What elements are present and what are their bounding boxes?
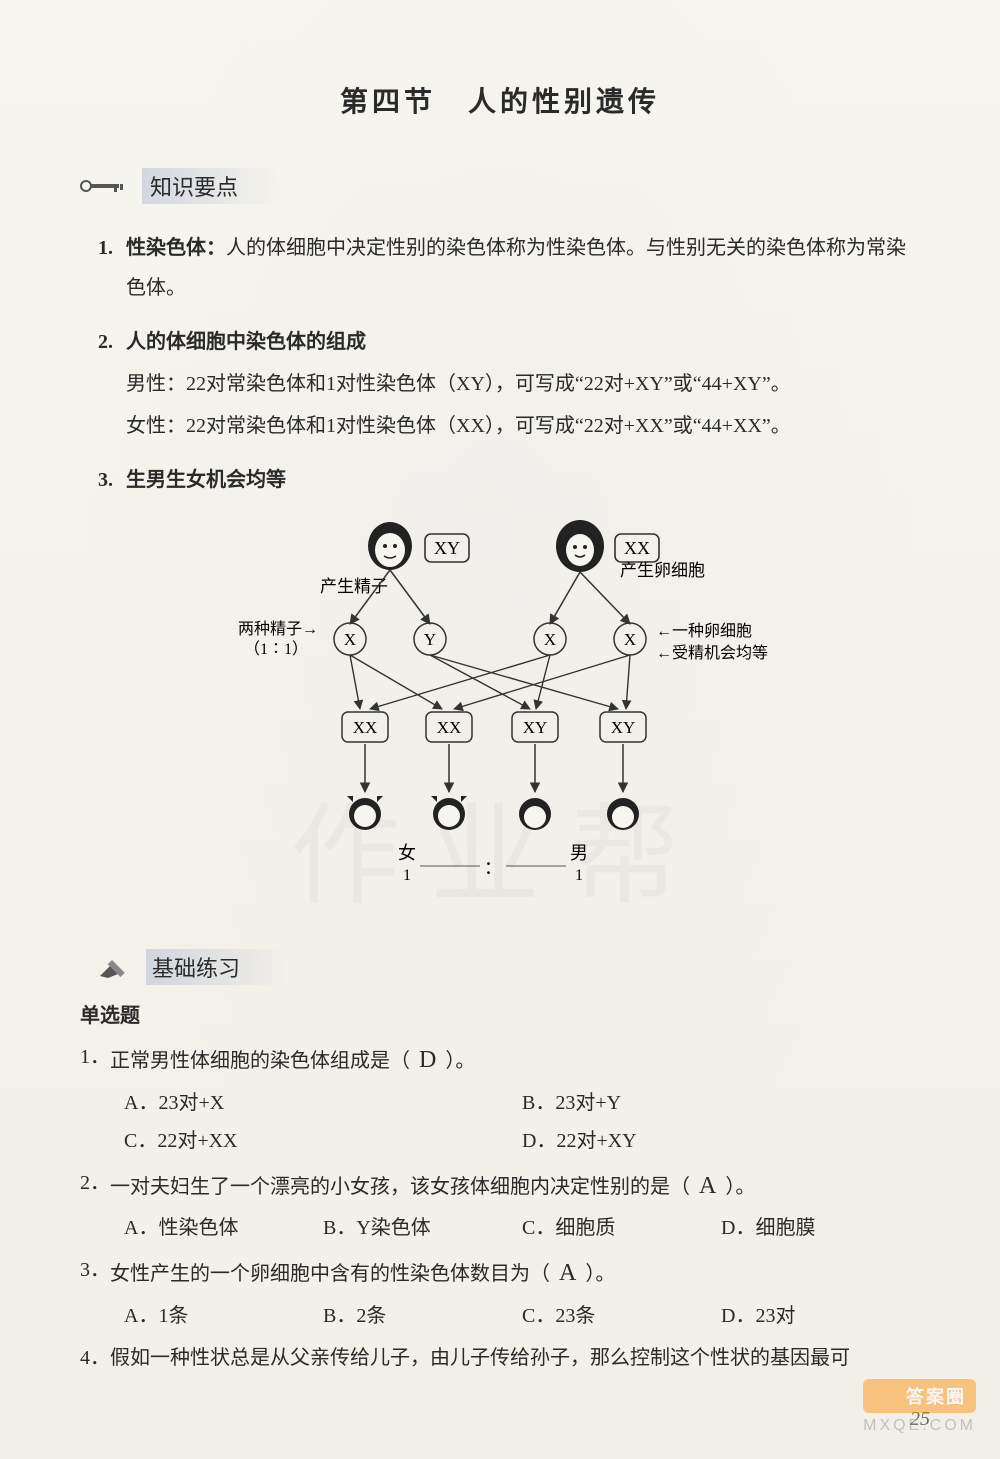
gamete-2: X — [544, 630, 556, 649]
girl-label: 女 — [398, 843, 416, 863]
point-heading: 人的体细胞中染色体的组成 — [126, 322, 920, 362]
ratio-colon: ： — [484, 858, 502, 878]
q-option: D．22对+XY — [522, 1122, 920, 1160]
q-option: B．2条 — [323, 1297, 522, 1335]
gamete-1: Y — [424, 630, 436, 649]
q-num: 2． — [80, 1164, 110, 1210]
point-heading: 生男生女机会均等 — [126, 460, 920, 500]
gamete-3: X — [624, 630, 636, 649]
q-num: 3． — [80, 1251, 110, 1297]
q-num: 1． — [80, 1038, 110, 1084]
exercise-label: 基础练习 — [146, 949, 290, 985]
gamete-0: X — [344, 630, 356, 649]
page-title: 第四节 人的性别遗传 — [80, 80, 920, 120]
q-option: D．23对 — [721, 1297, 920, 1335]
knowledge-header: 知识要点 — [80, 168, 920, 204]
q-stem-post: ）。 — [725, 1176, 755, 1198]
zygote-1: XX — [437, 718, 462, 737]
boy-label: 男 — [570, 843, 588, 863]
q-option: B．23对+Y — [522, 1084, 920, 1122]
boy-ratio: 1 — [575, 867, 583, 884]
q-stem-post: ）。 — [585, 1263, 615, 1285]
watermark-logo: 答案圈 MXQE.COM — [863, 1379, 976, 1435]
watermark-brand: 答案圈 — [863, 1379, 976, 1413]
two-sperm-note: 两种精子→ — [238, 620, 318, 638]
q-stem-post: ）。 — [445, 1050, 475, 1072]
point-body-text: 人的体细胞中决定性别的染色体称为性染色体。与性别无关的染色体称为常染色体。 — [126, 237, 906, 299]
egg-produce-label: 产生卵细胞 — [620, 561, 705, 580]
knowledge-label: 知识要点 — [142, 168, 278, 204]
fert-equal-note: ←受精机会均等 — [656, 644, 768, 662]
q-num: 4． — [80, 1339, 110, 1377]
q-option: A．1条 — [124, 1297, 323, 1335]
q-option: A．23对+X — [124, 1084, 522, 1122]
watermark-url: MXQE.COM — [863, 1417, 976, 1435]
point-heading: 性染色体： — [126, 237, 226, 259]
question-1: 1． 正常男性体细胞的染色体组成是（ D ）。 A．23对+X B．23对+Y … — [80, 1038, 920, 1160]
father-xy: XY — [434, 538, 460, 558]
pen-icon — [98, 954, 138, 980]
q-option: C．细胞质 — [522, 1209, 721, 1247]
point-num: 3. — [98, 460, 126, 500]
mother-xx: XX — [624, 538, 650, 558]
two-sperm-ratio: （1∶1） — [244, 640, 308, 658]
point-num: 1. — [98, 228, 126, 308]
point-line: 男性：22对常染色体和1对性染色体（XY），可写成“22对+XY”或“44+XY… — [126, 364, 920, 404]
key-icon — [80, 177, 132, 195]
question-2: 2． 一对夫妇生了一个漂亮的小女孩，该女孩体细胞内决定性别的是（ A ）。 A．… — [80, 1164, 920, 1248]
page-content: 第四节 人的性别遗传 知识要点 1. 性染色体：人的体细胞中决定性别的染色体称为… — [0, 0, 1000, 1377]
zygote-3: XY — [611, 718, 636, 737]
knowledge-points: 1. 性染色体：人的体细胞中决定性别的染色体称为性染色体。与性别无关的染色体称为… — [98, 228, 920, 500]
q-answer: D — [415, 1047, 440, 1073]
q-stem-pre: 假如一种性状总是从父亲传给儿子，由儿子传给孙子，那么控制这个性状的基因最可 — [110, 1347, 850, 1369]
point-line: 女性：22对常染色体和1对性染色体（XX），可写成“22对+XX”或“44+XX… — [126, 406, 920, 446]
girl-ratio: 1 — [403, 867, 411, 884]
question-4: 4． 假如一种性状总是从父亲传给儿子，由儿子传给孙子，那么控制这个性状的基因最可 — [80, 1339, 920, 1377]
inheritance-diagram: XY XX 产生精子 产生卵细胞 X Y — [220, 514, 780, 919]
q-stem-pre: 一对夫妇生了一个漂亮的小女孩，该女孩体细胞内决定性别的是（ — [110, 1176, 690, 1198]
exercise-subheading: 单选题 — [80, 999, 920, 1028]
zygote-0: XX — [353, 718, 378, 737]
q-option: D．细胞膜 — [721, 1209, 920, 1247]
point-3: 3. 生男生女机会均等 — [98, 460, 920, 500]
q-stem-pre: 女性产生的一个卵细胞中含有的性染色体数目为（ — [110, 1263, 550, 1285]
zygote-2: XY — [523, 718, 548, 737]
q-option: A．性染色体 — [124, 1209, 323, 1247]
point-num: 2. — [98, 322, 126, 446]
q-answer: A — [695, 1173, 720, 1199]
point-2: 2. 人的体细胞中染色体的组成 男性：22对常染色体和1对性染色体（XY），可写… — [98, 322, 920, 446]
q-option: C．22对+XX — [124, 1122, 522, 1160]
exercise-header: 基础练习 — [98, 949, 920, 985]
q-stem-pre: 正常男性体细胞的染色体组成是（ — [110, 1050, 410, 1072]
q-option: B．Y染色体 — [323, 1209, 522, 1247]
q-answer: A — [555, 1260, 580, 1286]
question-3: 3． 女性产生的一个卵细胞中含有的性染色体数目为（ A ）。 A．1条 B．2条… — [80, 1251, 920, 1335]
point-1: 1. 性染色体：人的体细胞中决定性别的染色体称为性染色体。与性别无关的染色体称为… — [98, 228, 920, 308]
one-egg-note: ←一种卵细胞 — [656, 622, 752, 640]
q-option: C．23条 — [522, 1297, 721, 1335]
